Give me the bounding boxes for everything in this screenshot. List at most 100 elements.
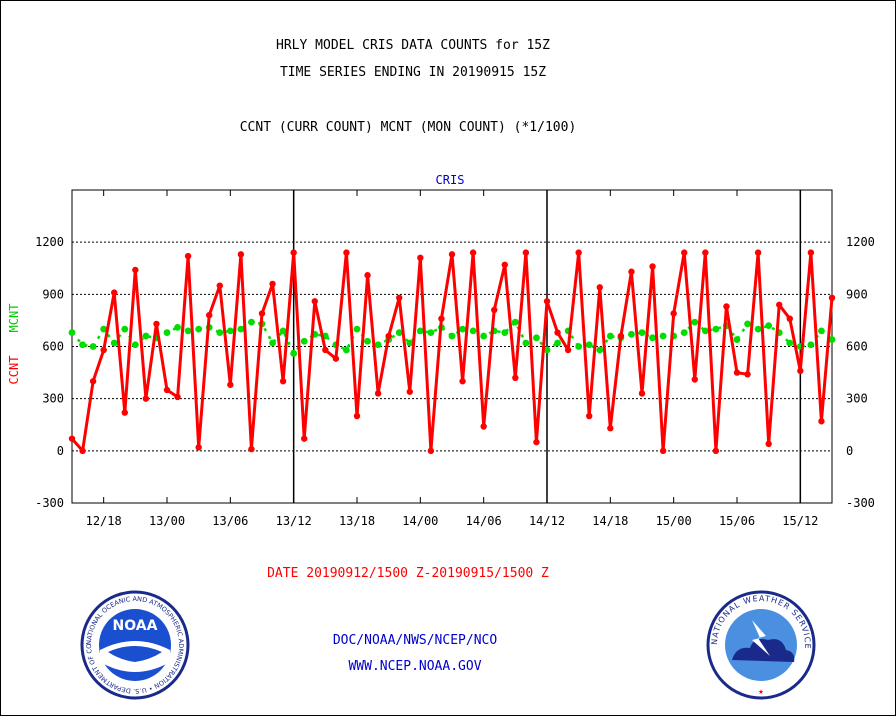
x-tick-label: 14/12: [529, 514, 565, 528]
data-point-ccnt: [469, 249, 477, 256]
org-label: DOC/NOAA/NWS/NCEP/NCO: [332, 633, 498, 648]
data-point-mcnt: [638, 329, 646, 336]
x-tick-label: 13/18: [339, 514, 375, 528]
website-link[interactable]: WWW.NCEP.NOAA.GOV: [348, 659, 482, 674]
data-point-mcnt: [131, 341, 139, 349]
data-point-ccnt: [343, 249, 350, 256]
data-point-mcnt: [649, 334, 656, 342]
data-point-ccnt: [406, 388, 413, 395]
data-point-ccnt: [427, 447, 435, 455]
data-point-ccnt: [153, 320, 160, 328]
y-tick-label-left: 1200: [35, 235, 64, 249]
data-point-ccnt: [258, 310, 266, 317]
data-point-mcnt: [100, 325, 108, 333]
data-point-mcnt: [395, 329, 403, 336]
data-point-ccnt: [480, 423, 487, 430]
y-tick-label-left: 900: [42, 287, 64, 301]
chart-title-line2: TIME SERIES ENDING IN 20190915 15Z: [279, 65, 547, 80]
data-point-ccnt: [659, 447, 667, 455]
data-point-mcnt: [110, 339, 118, 347]
x-tick-label: 13/06: [212, 514, 248, 528]
chart-subtitle: CCNT (CURR COUNT) MCNT (MON COUNT) (*1/1…: [239, 120, 577, 135]
data-point-ccnt: [184, 252, 192, 260]
data-point-ccnt: [533, 438, 540, 446]
data-point-mcnt: [522, 339, 530, 347]
y-tick-label-left: -300: [35, 496, 64, 510]
data-point-ccnt: [438, 315, 445, 322]
data-point-ccnt: [396, 294, 403, 302]
x-tick-label: 14/18: [592, 514, 628, 528]
data-point-ccnt: [311, 298, 318, 305]
data-point-mcnt: [680, 329, 688, 336]
y-tick-label-right: 900: [846, 287, 868, 301]
data-point-mcnt: [79, 341, 86, 349]
data-point-ccnt: [818, 418, 825, 425]
data-point-ccnt: [522, 249, 530, 256]
y-tick-label-left: 300: [42, 392, 64, 406]
data-point-ccnt: [638, 390, 646, 397]
data-point-ccnt: [797, 367, 804, 375]
data-point-ccnt: [227, 381, 234, 388]
data-point-ccnt: [279, 378, 287, 385]
data-point-ccnt: [68, 435, 76, 442]
data-point-mcnt: [480, 332, 488, 340]
data-point-ccnt: [459, 378, 466, 385]
y-axis-label-ccnt: CCNT: [7, 356, 21, 385]
data-point-ccnt: [681, 249, 688, 256]
data-point-mcnt: [543, 346, 551, 354]
data-point-ccnt: [512, 374, 519, 381]
data-point-ccnt: [448, 251, 456, 258]
data-point-mcnt: [184, 327, 192, 335]
data-point-mcnt: [585, 341, 593, 349]
data-point-mcnt: [248, 318, 255, 326]
x-tick-label: 15/12: [782, 514, 818, 528]
nws-logo: NATIONAL WEATHER SERVICE ★: [706, 590, 816, 700]
data-point-mcnt: [343, 346, 350, 354]
data-point-ccnt: [121, 409, 128, 416]
data-point-ccnt: [733, 369, 741, 376]
chart-title-line1: HRLY MODEL CRIS DATA COUNTS for 15Z: [276, 38, 550, 53]
data-point-mcnt: [606, 332, 614, 340]
data-point-ccnt: [712, 447, 720, 455]
data-point-ccnt: [670, 310, 677, 317]
data-point-ccnt: [385, 332, 392, 340]
data-point-ccnt: [501, 261, 508, 268]
data-point-mcnt: [786, 339, 794, 347]
data-point-ccnt: [776, 301, 783, 308]
data-point-mcnt: [416, 327, 424, 335]
noaa-logo-text: NOAA: [113, 618, 158, 634]
data-point-mcnt: [427, 329, 435, 336]
data-point-ccnt: [174, 393, 181, 401]
data-point-mcnt: [364, 337, 371, 345]
data-point-mcnt: [511, 318, 519, 326]
data-point-mcnt: [269, 339, 276, 347]
data-point-ccnt: [100, 346, 107, 354]
data-point-ccnt: [206, 312, 213, 319]
data-point-mcnt: [575, 343, 583, 350]
data-point-ccnt: [111, 289, 118, 296]
data-point-ccnt: [248, 445, 255, 453]
data-point-mcnt: [712, 325, 720, 333]
data-point-mcnt: [142, 332, 150, 340]
data-point-ccnt: [554, 329, 561, 336]
data-point-ccnt: [586, 412, 593, 420]
data-point-mcnt: [765, 322, 773, 330]
x-tick-label: 13/12: [276, 514, 312, 528]
x-tick-label: 15/06: [719, 514, 755, 528]
data-point-ccnt: [364, 272, 371, 279]
data-point-ccnt: [765, 440, 772, 448]
data-point-mcnt: [818, 327, 825, 335]
data-point-ccnt: [617, 332, 625, 340]
data-point-ccnt: [290, 249, 297, 256]
data-point-ccnt: [807, 249, 815, 256]
data-point-ccnt: [754, 249, 762, 256]
data-point-mcnt: [300, 337, 308, 345]
data-point-mcnt: [195, 325, 203, 333]
data-point-mcnt: [89, 343, 97, 350]
data-point-mcnt: [807, 341, 815, 349]
data-point-ccnt: [237, 251, 245, 258]
data-point-ccnt: [163, 386, 171, 394]
data-point-ccnt: [374, 390, 382, 397]
data-point-ccnt: [786, 315, 793, 322]
